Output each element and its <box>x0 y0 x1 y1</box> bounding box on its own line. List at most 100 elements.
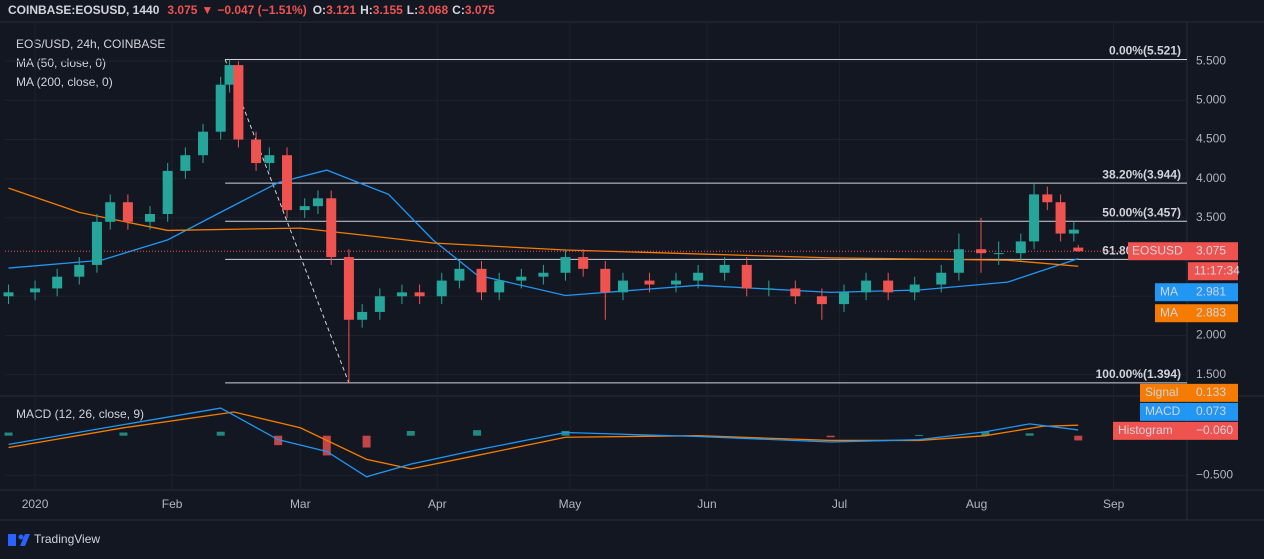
candle-body <box>180 155 191 171</box>
candle-body <box>91 221 102 265</box>
candle-body <box>198 131 209 156</box>
logo-part <box>20 534 30 546</box>
candle-body <box>436 280 447 297</box>
candle-body <box>516 276 527 281</box>
candle-body <box>122 202 133 222</box>
tag-symbol: EOSUSD <box>1132 243 1183 257</box>
histogram-bar <box>915 434 924 436</box>
change: −0.047 (−1.51%) <box>217 3 306 17</box>
candle-body <box>617 280 628 293</box>
candle-body <box>861 280 872 293</box>
histogram-bar <box>119 432 128 436</box>
x-tick-label: Jun <box>697 497 716 511</box>
y-tick-label: 5.500 <box>1196 53 1226 67</box>
tag-name: Histogram <box>1118 423 1173 437</box>
candle-body <box>215 84 226 132</box>
histogram-bar <box>561 430 570 436</box>
candle-body <box>693 272 704 281</box>
x-tick-label: Mar <box>290 497 311 511</box>
last-price: 3.075 <box>167 3 197 17</box>
y-tick-label: 2.000 <box>1196 328 1226 342</box>
candle-body <box>264 155 275 164</box>
candle-body <box>763 288 774 290</box>
histogram-bar <box>981 431 990 436</box>
axis-tag <box>1128 242 1238 261</box>
candle-body <box>671 280 682 285</box>
candle-body <box>414 292 425 297</box>
candle-body <box>1073 247 1084 252</box>
tag-name: MA <box>1160 284 1178 298</box>
candle-body <box>299 206 310 211</box>
candle-body <box>30 288 41 293</box>
candle-body <box>282 155 293 211</box>
candle-body <box>162 170 173 214</box>
brand: TradingView <box>34 532 100 546</box>
tag-value: 0.073 <box>1196 404 1226 418</box>
histogram-bar <box>473 430 482 436</box>
x-tick-label: Sep <box>1103 497 1125 511</box>
histogram-bar <box>826 435 835 438</box>
macd-line <box>8 411 1079 470</box>
candle-body <box>233 65 244 140</box>
candle-body <box>560 257 571 273</box>
header: COINBASE:EOSUSD, 1440 3.075 ▼ −0.047 (−1.51… <box>8 3 495 17</box>
high-label: H: <box>360 3 373 17</box>
close-label: C: <box>452 3 465 17</box>
candle-body <box>953 249 964 273</box>
trend-line <box>224 59 350 384</box>
y-tick-label: 5.000 <box>1196 93 1226 107</box>
candle-body <box>343 257 354 320</box>
candle-body <box>909 284 920 293</box>
axis-tag <box>1155 283 1238 302</box>
candle-body <box>312 198 323 207</box>
change-arrow: ▼ <box>201 3 213 17</box>
histogram-bar <box>4 432 13 436</box>
low-value: 3.068 <box>418 3 448 17</box>
candle-body <box>600 268 611 293</box>
candle-body <box>396 292 407 297</box>
candle-body <box>374 296 385 312</box>
candle-body <box>476 268 487 293</box>
candle-body <box>494 280 505 293</box>
y-tick-label: 4.500 <box>1196 132 1226 146</box>
candle-body <box>105 202 116 222</box>
candle-body <box>1029 194 1040 242</box>
tag-value: −0.060 <box>1196 423 1233 437</box>
histogram-bar <box>322 435 331 456</box>
open-value: 3.121 <box>326 3 356 17</box>
candle-body <box>816 296 827 305</box>
tag-name: MA <box>1160 305 1178 319</box>
candle-body <box>454 268 465 281</box>
tag-value: 2.981 <box>1196 284 1226 298</box>
open-label: O: <box>313 3 326 17</box>
candle-body <box>993 253 1004 255</box>
candle-body <box>3 292 14 297</box>
fib-label: 0.00%(5.521) <box>1109 44 1181 58</box>
macd-tick-label: −0.500 <box>1196 467 1233 481</box>
candle-body <box>1068 229 1079 234</box>
close-value: 3.075 <box>465 3 495 17</box>
axis-tag <box>1140 383 1238 402</box>
candle-body <box>52 276 63 289</box>
x-tick-label: Jul <box>832 497 847 511</box>
candle-body <box>251 139 262 164</box>
candle-body <box>936 272 947 285</box>
brand-logo <box>8 534 30 546</box>
histogram-bar <box>1074 435 1083 441</box>
tag-name: Signal <box>1145 385 1178 399</box>
high-value: 3.155 <box>373 3 403 17</box>
candle-body <box>144 213 155 222</box>
y-tick-label: 4.000 <box>1196 171 1226 185</box>
tag-value: 0.133 <box>1196 385 1226 399</box>
histogram-bar <box>274 435 283 446</box>
candle-body <box>883 280 894 293</box>
candle-body <box>719 264 730 273</box>
tag-name: MACD <box>1145 404 1181 418</box>
x-tick-label: Aug <box>966 497 987 511</box>
axis-tag <box>1140 402 1238 421</box>
legend-ma200: MA (200, close, 0) <box>16 75 113 89</box>
histogram-bar <box>406 430 415 436</box>
x-tick-label: Feb <box>162 497 183 511</box>
